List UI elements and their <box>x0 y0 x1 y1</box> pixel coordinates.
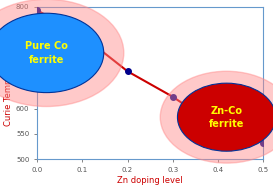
Text: Pure Co
ferrite: Pure Co ferrite <box>25 41 68 64</box>
Point <box>35 9 39 12</box>
Point <box>261 141 265 144</box>
Y-axis label: Curie Temperature/K: Curie Temperature/K <box>4 40 13 126</box>
Point <box>171 95 175 98</box>
Point <box>125 70 130 73</box>
Point <box>80 34 85 37</box>
X-axis label: Zn doping level: Zn doping level <box>117 176 183 185</box>
Text: Zn-Co
ferrite: Zn-Co ferrite <box>209 106 244 129</box>
Point <box>216 126 220 129</box>
